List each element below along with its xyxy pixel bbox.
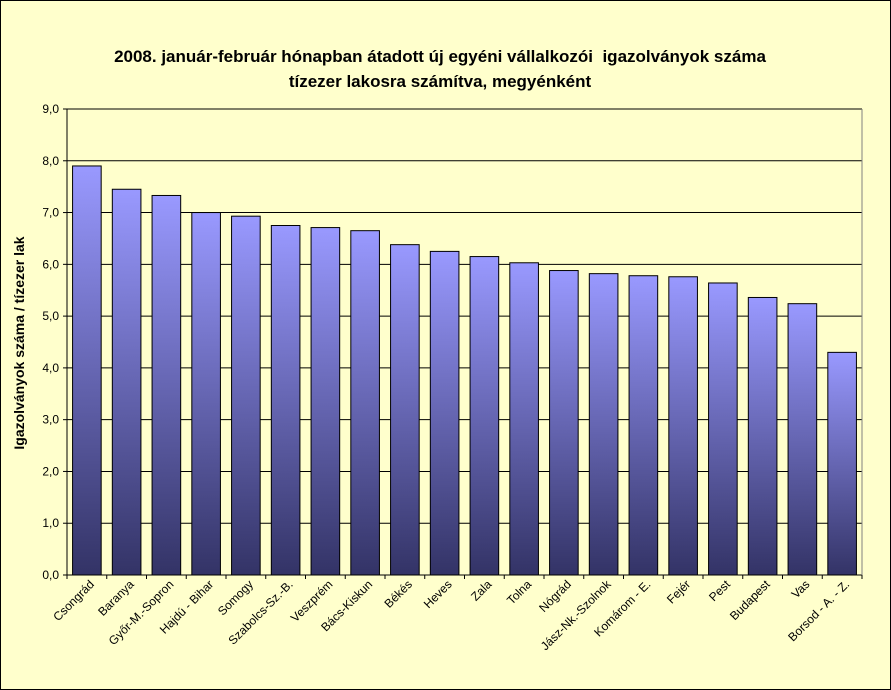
chart-title-line-2: tízezer lakosra számítva, megyénként	[288, 72, 592, 91]
x-tick-label: Heves	[421, 577, 455, 611]
chart-title: 2008. január-február hónapban átadott új…	[40, 44, 840, 94]
bar-hajdú-bihar	[191, 212, 221, 576]
x-tick-label: Budapest	[727, 577, 773, 623]
bar-fejér	[668, 276, 698, 576]
bar-komárom-e	[628, 275, 659, 576]
x-tick-label: Nógrád	[536, 577, 574, 615]
bar-borsod-a-z	[827, 351, 857, 576]
bar-csongrád	[72, 165, 102, 576]
bar-békés	[390, 244, 420, 576]
y-tick-label: 2,0	[42, 464, 59, 478]
y-tick-label: 3,0	[42, 413, 59, 427]
x-tick-label: Zala	[468, 577, 495, 604]
x-tick-label: Jász-Nk.-Szolnok	[538, 577, 615, 654]
y-tick-label: 8,0	[42, 154, 59, 168]
bar-vas	[787, 303, 818, 576]
bar-somogy	[231, 215, 261, 576]
bar-tolna	[509, 262, 539, 576]
x-tick-label: Tolna	[504, 577, 534, 607]
bar-bács-kiskun	[350, 230, 380, 576]
bar-zala	[469, 256, 500, 576]
bar-baranya	[111, 188, 142, 576]
x-tick-label: Békés	[382, 577, 415, 610]
y-tick-label: 0,0	[42, 568, 59, 582]
x-tick-label: Pest	[706, 577, 733, 604]
x-tick-label: Vas	[789, 577, 813, 601]
bar-budapest	[747, 296, 778, 576]
y-tick-label: 5,0	[42, 309, 59, 323]
bar-szabolcs-sz-b	[270, 225, 301, 576]
bar-jász-nk-szolnok	[588, 273, 619, 576]
bar-pest	[708, 282, 738, 576]
bar-veszprém	[310, 227, 341, 576]
bar-nógrád	[549, 270, 579, 576]
y-tick-label: 6,0	[42, 257, 59, 271]
x-tick-label: Csongrád	[50, 577, 97, 624]
chart-title-line-1: 2008. január-február hónapban átadott új…	[114, 47, 766, 66]
y-tick-label: 4,0	[42, 361, 59, 375]
bar-heves	[429, 250, 460, 576]
x-tick-label: Fejér	[664, 577, 693, 606]
y-tick-label: 9,0	[42, 102, 59, 116]
bar-győr-m-sopron	[151, 194, 182, 576]
y-tick-label: 1,0	[42, 516, 59, 530]
y-tick-label: 7,0	[42, 206, 59, 220]
plot-area	[67, 109, 862, 575]
